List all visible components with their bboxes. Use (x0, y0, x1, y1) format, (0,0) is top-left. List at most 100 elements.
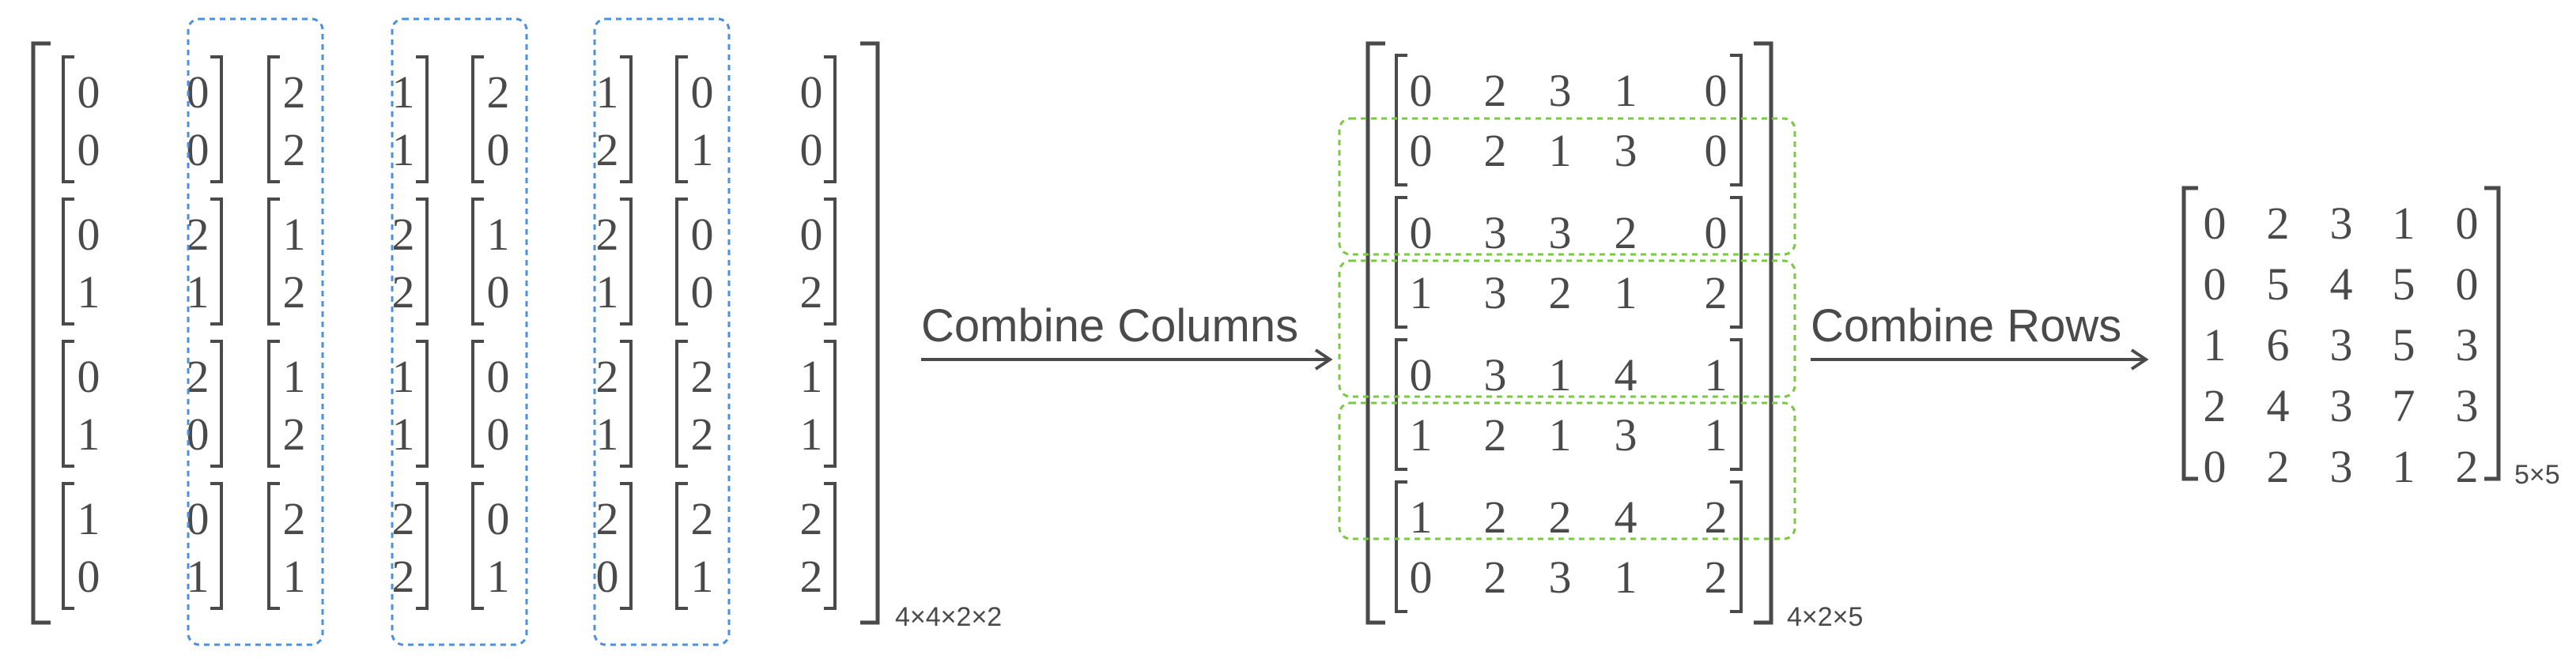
middle-block-left-bracket (1395, 480, 1407, 613)
middle-cell: 0 (1410, 349, 1433, 401)
middle-cell: 3 (1484, 267, 1507, 318)
middle-cell: 3 (1549, 551, 1572, 603)
input-cell: 2 (283, 124, 306, 175)
output-shape-label: 5×5 (2514, 460, 2560, 490)
input-cell: 1 (283, 209, 306, 260)
input-cell: 1 (77, 408, 100, 460)
input-block-left-bracket (675, 198, 688, 326)
input-cell: 1 (77, 493, 100, 544)
input-block-right-bracket (620, 55, 633, 183)
input-cell: 0 (77, 551, 100, 602)
input-cell: 0 (691, 266, 714, 318)
input-cell: 1 (596, 66, 619, 118)
input-block-left-bracket (675, 340, 688, 468)
middle-cell: 2 (1484, 551, 1507, 603)
middle-cell: 1 (1615, 267, 1637, 318)
input-block-right-bracket (620, 340, 633, 468)
input-cell: 2 (596, 493, 619, 544)
middle-cell: 1 (1705, 349, 1728, 401)
middle-cell: 1 (1410, 267, 1433, 318)
output-cell: 3 (2330, 319, 2353, 371)
input-block-left-bracket (471, 55, 484, 183)
input-cell: 2 (392, 493, 415, 544)
input-shape-label: 4×4×2×2 (895, 602, 1002, 632)
middle-block-left-bracket (1395, 196, 1407, 329)
input-block-left-bracket (471, 198, 484, 326)
input-cell: 2 (691, 408, 714, 460)
input-block-right-bracket (210, 340, 223, 468)
input-outer-left-bracket (31, 41, 51, 625)
column-group-box (593, 17, 731, 646)
input-cell: 1 (392, 408, 415, 460)
input-cell: 0 (487, 408, 510, 460)
input-cell: 2 (691, 351, 714, 402)
input-block-left-bracket (62, 198, 74, 326)
input-cell: 0 (187, 124, 210, 175)
output-cell: 0 (2456, 198, 2479, 249)
input-cell: 2 (596, 351, 619, 402)
column-group-box (391, 17, 528, 646)
middle-block-left-bracket (1395, 54, 1407, 186)
output-cell: 1 (2204, 319, 2227, 371)
row-overlap-box (1338, 259, 1796, 398)
input-cell: 1 (187, 551, 210, 602)
output-cell: 3 (2330, 441, 2353, 492)
input-cell: 1 (800, 408, 823, 460)
middle-cell: 4 (1615, 349, 1637, 401)
input-block-right-bracket (824, 55, 837, 183)
middle-block-right-bracket (1730, 480, 1743, 613)
input-block-left-bracket (675, 482, 688, 610)
input-cell: 0 (487, 266, 510, 318)
output-cell: 6 (2267, 319, 2290, 371)
input-block-left-bracket (62, 482, 74, 610)
middle-cell: 0 (1410, 65, 1433, 116)
input-cell: 2 (283, 408, 306, 460)
input-cell: 2 (392, 551, 415, 602)
input-block-left-bracket (267, 340, 280, 468)
input-block-right-bracket (416, 482, 429, 610)
output-cell: 2 (2204, 380, 2227, 431)
middle-cell: 2 (1705, 551, 1728, 603)
input-cell: 1 (392, 351, 415, 402)
input-block-left-bracket (675, 55, 688, 183)
input-cell: 1 (77, 266, 100, 318)
combine-rows-step: Combine Rows (1811, 300, 2149, 371)
output-cell: 0 (2204, 441, 2227, 492)
input-cell: 2 (392, 209, 415, 260)
output-right-bracket (2484, 186, 2501, 481)
middle-cell: 1 (1410, 491, 1433, 543)
combine-columns-label: Combine Columns (921, 300, 1298, 352)
middle-cell: 0 (1705, 125, 1728, 176)
input-cell: 2 (800, 493, 823, 544)
input-cell: 2 (392, 266, 415, 318)
output-cell: 3 (2456, 319, 2479, 371)
input-cell: 2 (596, 124, 619, 175)
output-cell: 0 (2204, 258, 2227, 310)
middle-block-right-bracket (1730, 338, 1743, 471)
input-block-left-bracket (267, 482, 280, 610)
input-cell: 0 (77, 351, 100, 402)
middle-cell: 3 (1615, 409, 1637, 461)
input-outer-right-bracket (860, 41, 880, 625)
middle-cell: 2 (1484, 409, 1507, 461)
middle-cell: 2 (1705, 267, 1728, 318)
input-cell: 2 (283, 493, 306, 544)
input-tensor: 0 0 0 0 2 1 2 1 2 1 0 2 0 0 1 0 0 2 1 1 1 2 2 2 1 2 0 1 0 0 0 2 0 2 1 0 1 1 2 1… (31, 17, 1002, 646)
output-cell: 1 (2393, 198, 2415, 249)
input-cell: 1 (487, 209, 510, 260)
output-left-bracket (2181, 186, 2198, 481)
combine-rows-label: Combine Rows (1811, 300, 2121, 352)
middle-cell: 1 (1549, 409, 1572, 461)
middle-cell: 2 (1615, 207, 1637, 258)
middle-cell: 0 (1705, 65, 1728, 116)
middle-cell: 3 (1484, 349, 1507, 401)
middle-cell: 1 (1410, 409, 1433, 461)
input-cell: 0 (77, 209, 100, 260)
input-cell: 0 (487, 124, 510, 175)
middle-cell: 2 (1705, 491, 1728, 543)
input-cell: 2 (283, 66, 306, 118)
middle-block-right-bracket (1730, 54, 1743, 186)
output-matrix: 0 2 3 1 00 5 4 5 01 6 3 5 32 4 3 7 30 2 3 1 2 5×5 (2181, 186, 2560, 492)
input-block-left-bracket (471, 482, 484, 610)
input-cell: 1 (596, 408, 619, 460)
